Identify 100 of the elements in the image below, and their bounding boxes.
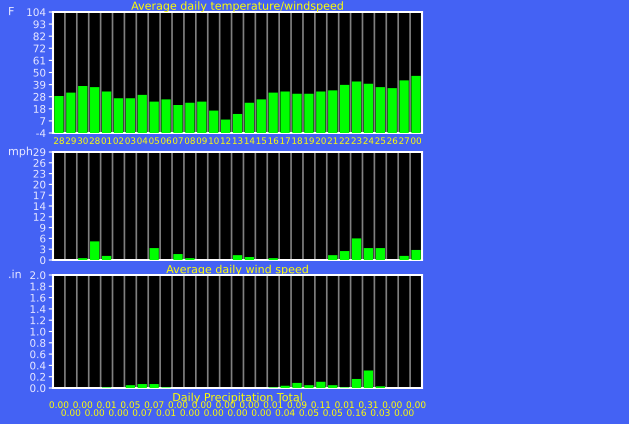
data-label: 0.00 [382,401,402,408]
data-label: 0.00 [192,401,212,408]
y-tick-label: 17 [34,192,46,200]
y-tick-label: 39 [34,80,46,89]
x-tick-label: 28 [54,137,64,144]
bar [232,114,242,133]
bar [126,98,136,133]
y-tick-label: 20 [34,180,46,189]
bar [340,84,350,133]
x-tick-label: 23 [352,137,362,144]
bar [352,81,362,133]
bar [185,102,195,133]
chart-title: Average daily temperature/windspeed [131,1,343,12]
data-label: 0.00 [204,409,224,416]
y-tick-label: 1.6 [30,294,46,302]
data-label: 0.00 [49,401,68,408]
bar [411,76,421,133]
bar [78,86,88,133]
bar [54,96,64,133]
x-tick-label: 07 [172,137,183,144]
y-tick-label: 14 [34,202,46,210]
x-tick-label: 21 [328,137,338,144]
data-label: 0.00 [406,401,426,408]
bar [173,254,183,260]
y-tick-label: 82 [34,32,46,40]
bar [66,92,76,133]
data-label: 0.00 [168,401,188,408]
bar [292,94,302,133]
data-label: 0.16 [347,409,366,416]
bar [292,382,302,388]
bar [352,378,362,388]
data-label: 0.31 [358,401,378,408]
y-tick-label: 1.8 [30,282,46,290]
data-label: 0.01 [264,401,282,408]
y-tick-label: 1.4 [30,305,46,313]
bar [328,385,338,388]
y-tick-label: 104 [27,8,46,16]
data-label: 0.11 [311,401,330,408]
x-tick-label: 06 [161,137,172,144]
y-tick-label: -4 [36,129,46,137]
bar [244,257,254,260]
data-label: 0.09 [288,401,306,408]
bar [220,120,230,133]
bar [352,238,362,260]
x-tick-label: 14 [244,137,254,144]
y-tick-label: 29 [34,148,46,156]
x-tick-label: 27 [399,137,409,144]
bar [388,88,397,133]
bar [102,92,112,133]
y-tick-label: 93 [33,20,46,28]
x-tick-label: 20 [316,137,326,144]
y-tick-label: 23 [34,170,46,178]
bar [90,241,100,260]
y-tick-label: 0.2 [30,372,46,381]
bar [328,255,338,260]
data-label: 0.00 [228,409,247,416]
x-tick-label: 05 [149,137,159,144]
bar [268,92,278,133]
x-tick-label: 30 [78,137,88,144]
y-tick-label: 61 [34,56,46,65]
bar [280,92,290,133]
x-tick-label: 26 [387,137,398,144]
bar [209,110,218,133]
bar [232,255,242,260]
bar [304,385,314,388]
x-tick-label: 28 [90,137,100,144]
bar [376,248,385,260]
x-tick-label: 04 [137,137,148,144]
y-tick-label: 0.0 [30,384,46,392]
y-tick-label: 12 [34,213,46,221]
x-tick-label: 19 [304,137,314,144]
bar [364,370,374,388]
data-label: 0.01 [335,401,354,408]
bar [304,94,314,133]
y-tick-label: 72 [34,44,46,52]
data-label: 0.00 [394,409,414,416]
x-tick-label: 00 [411,137,422,144]
x-tick-label: 10 [209,137,219,144]
x-tick-label: 08 [184,137,195,144]
x-tick-label: 16 [268,137,278,144]
data-label: 0.05 [120,401,140,408]
data-label: 0.07 [132,409,152,416]
x-tick-label: 03 [125,137,136,144]
bar [340,251,350,260]
x-tick-label: 29 [66,137,76,144]
bar [114,98,124,133]
x-tick-label: 12 [220,137,230,144]
y-axis-title: F [9,6,14,16]
data-label: 0.05 [299,409,318,416]
y-tick-label: 3 [40,245,46,254]
x-tick-label: 09 [196,137,207,144]
data-label: 0.04 [276,409,295,416]
bar [376,87,385,133]
bar [316,92,326,133]
bar [364,248,374,260]
y-tick-label: 9 [40,224,46,232]
y-tick-label: 2.0 [30,271,46,280]
data-label: 0.00 [73,401,92,408]
data-label: 0.01 [97,401,116,408]
x-tick-label: 17 [280,137,290,144]
